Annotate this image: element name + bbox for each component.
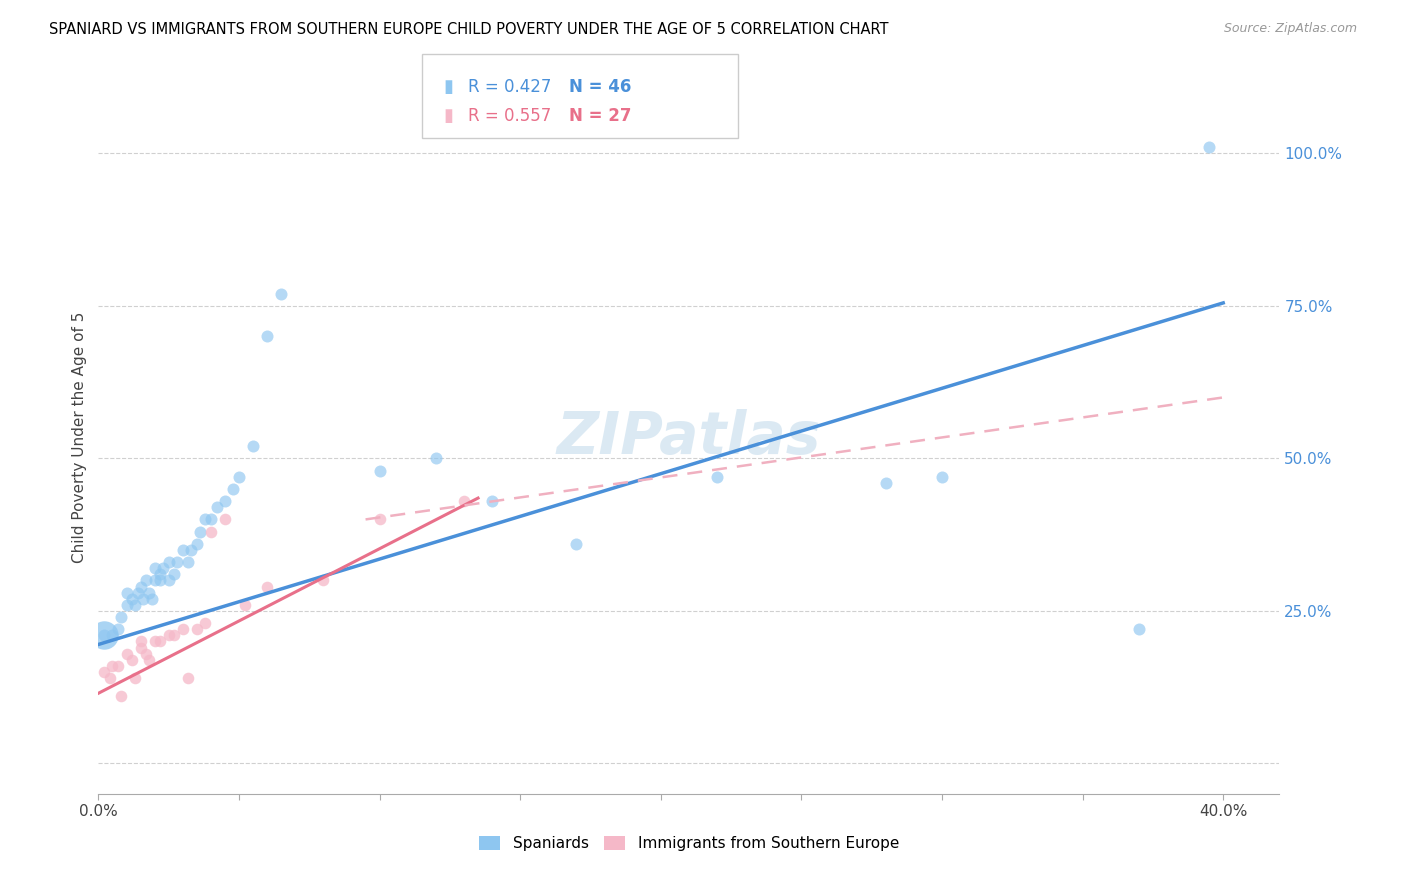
Point — [107, 658, 129, 673]
Point — [110, 690, 132, 704]
Point — [172, 542, 194, 557]
Point — [233, 598, 256, 612]
Point — [172, 622, 194, 636]
Point — [107, 622, 129, 636]
Point — [93, 628, 115, 642]
Point — [110, 610, 132, 624]
Text: N = 46: N = 46 — [569, 78, 631, 95]
Point — [481, 494, 503, 508]
Point — [194, 512, 217, 526]
Text: SPANIARD VS IMMIGRANTS FROM SOUTHERN EUROPE CHILD POVERTY UNDER THE AGE OF 5 COR: SPANIARD VS IMMIGRANTS FROM SOUTHERN EUR… — [49, 22, 889, 37]
Point — [127, 585, 149, 599]
Text: R = 0.427: R = 0.427 — [468, 78, 551, 95]
Point — [565, 537, 588, 551]
Point — [149, 567, 172, 582]
Point — [124, 671, 146, 685]
Point — [129, 640, 152, 655]
Point — [121, 653, 143, 667]
Point — [115, 585, 138, 599]
Point — [931, 469, 953, 483]
Point — [875, 475, 897, 490]
Point — [1128, 622, 1150, 636]
Point — [152, 561, 174, 575]
Point — [180, 542, 202, 557]
Point — [135, 574, 157, 588]
Point — [242, 439, 264, 453]
Point — [200, 524, 222, 539]
Point — [124, 598, 146, 612]
Point — [312, 574, 335, 588]
Point — [135, 647, 157, 661]
Point — [129, 634, 152, 648]
Point — [149, 574, 172, 588]
Text: N = 27: N = 27 — [569, 107, 631, 125]
Point — [194, 616, 217, 631]
Point — [101, 628, 124, 642]
Text: R = 0.557: R = 0.557 — [468, 107, 551, 125]
Point — [200, 512, 222, 526]
Text: ▮: ▮ — [443, 107, 453, 125]
Point — [214, 494, 236, 508]
Point — [228, 469, 250, 483]
Point — [129, 580, 152, 594]
Point — [143, 574, 166, 588]
Point — [93, 665, 115, 679]
Point — [149, 634, 172, 648]
Point — [706, 469, 728, 483]
Point — [115, 647, 138, 661]
Point — [270, 286, 292, 301]
Point — [163, 567, 186, 582]
Point — [157, 574, 180, 588]
Point — [1198, 140, 1220, 154]
Legend: Spaniards, Immigrants from Southern Europe: Spaniards, Immigrants from Southern Euro… — [472, 830, 905, 857]
Point — [205, 500, 228, 515]
Point — [143, 561, 166, 575]
Point — [425, 451, 447, 466]
Point — [186, 622, 208, 636]
Point — [138, 585, 160, 599]
Point — [121, 591, 143, 606]
Text: ZIPatlas: ZIPatlas — [557, 409, 821, 466]
Point — [256, 580, 278, 594]
Point — [157, 555, 180, 569]
Point — [115, 598, 138, 612]
Text: Source: ZipAtlas.com: Source: ZipAtlas.com — [1223, 22, 1357, 36]
Point — [177, 555, 200, 569]
Point — [163, 628, 186, 642]
Point — [101, 658, 124, 673]
Point — [177, 671, 200, 685]
Point — [222, 482, 245, 496]
Point — [188, 524, 211, 539]
Point — [214, 512, 236, 526]
Point — [132, 591, 155, 606]
Point — [98, 671, 121, 685]
Point — [143, 634, 166, 648]
Point — [186, 537, 208, 551]
Point — [368, 464, 391, 478]
Point — [256, 329, 278, 343]
Point — [141, 591, 163, 606]
Point — [368, 512, 391, 526]
Point — [93, 628, 115, 642]
Point — [166, 555, 188, 569]
Point — [157, 628, 180, 642]
Y-axis label: Child Poverty Under the Age of 5: Child Poverty Under the Age of 5 — [72, 311, 87, 563]
Point — [138, 653, 160, 667]
Text: ▮: ▮ — [443, 78, 453, 95]
Point — [453, 494, 475, 508]
